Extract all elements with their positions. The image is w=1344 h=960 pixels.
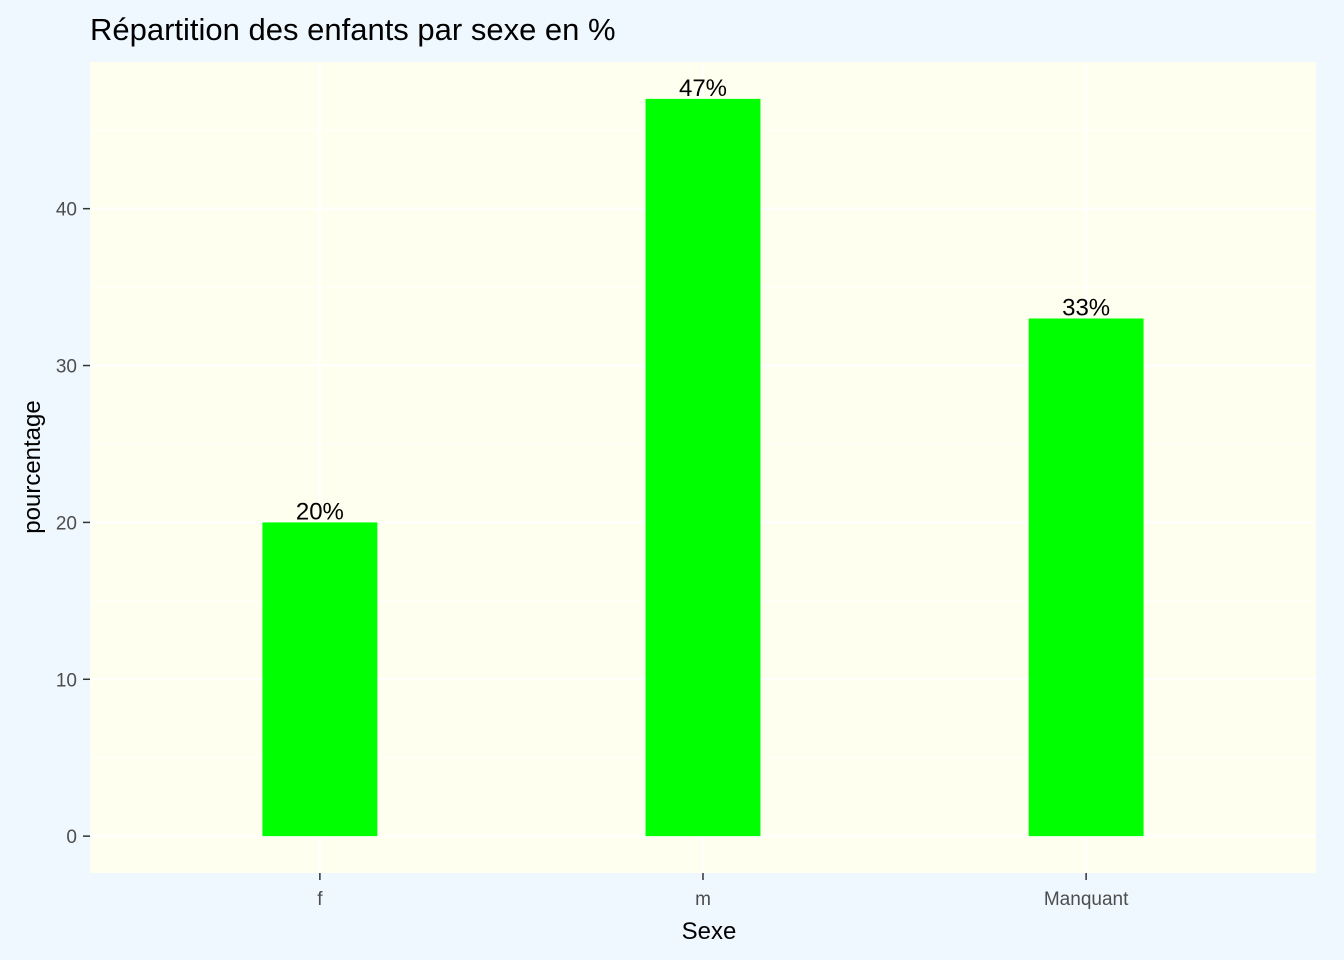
y-tick-label: 20 <box>56 513 77 534</box>
chart-title: Répartition des enfants par sexe en % <box>90 12 616 47</box>
y-axis: 0 10 20 30 40 <box>56 200 90 848</box>
y-tick-label: 0 <box>66 827 77 848</box>
bar-manquant <box>1028 318 1144 837</box>
bar-m <box>645 98 761 837</box>
data-label-f: 20% <box>296 498 344 525</box>
y-tick-label: 10 <box>56 670 77 691</box>
data-label-manquant: 33% <box>1062 294 1110 321</box>
data-label-m: 47% <box>679 75 727 102</box>
bar-data-labels: 20% 47% 33% <box>296 75 1110 526</box>
x-axis-title: Sexe <box>682 918 737 945</box>
bar-f <box>262 522 378 837</box>
x-axis: f m Manquant <box>317 873 1129 910</box>
x-tick-label: m <box>695 889 711 910</box>
x-tick-label: f <box>317 889 323 910</box>
y-axis-title: pourcentage <box>19 400 46 533</box>
y-tick-label: 40 <box>56 200 77 221</box>
bars <box>262 98 1144 837</box>
x-tick-label: Manquant <box>1044 889 1129 910</box>
y-tick-label: 30 <box>56 357 77 378</box>
